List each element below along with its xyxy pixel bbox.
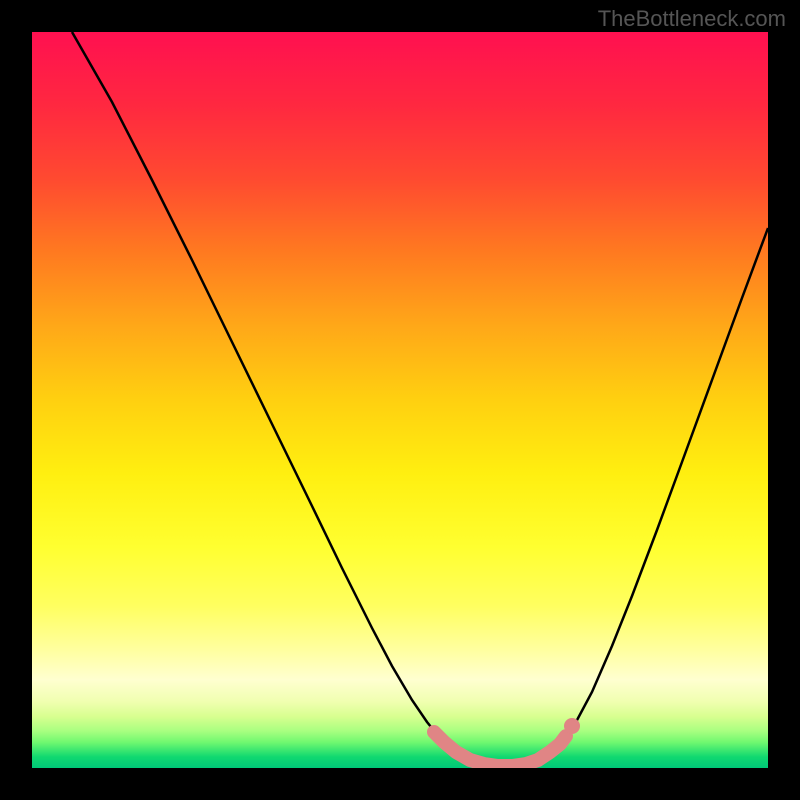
bottleneck-curve [72, 32, 768, 768]
chart-svg [32, 32, 768, 768]
highlight-end-marker [564, 718, 580, 734]
optimal-range-highlight [434, 732, 566, 766]
gradient-background [32, 32, 768, 768]
plot-area [32, 32, 768, 768]
watermark-text: TheBottleneck.com [598, 6, 786, 32]
